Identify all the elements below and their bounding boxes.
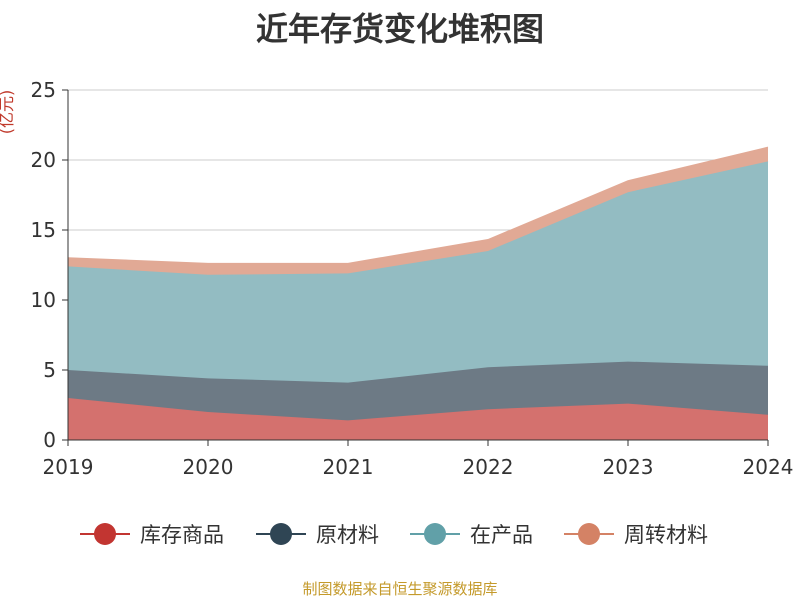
y-tick-label: 0 <box>43 428 56 452</box>
x-tick-label: 2024 <box>743 455 794 479</box>
x-tick-label: 2019 <box>43 455 94 479</box>
legend-label: 在产品 <box>470 523 533 547</box>
legend-item-2: 原材料 <box>256 523 379 547</box>
y-tick-label: 10 <box>31 288 56 312</box>
legend: 库存商品 原材料 在产品 周转材料 <box>80 523 708 547</box>
legend-marker <box>424 523 446 545</box>
area-series-4 <box>68 147 768 275</box>
y-tick-label: 15 <box>31 218 56 242</box>
chart-title: 近年存货变化堆积图 <box>255 10 544 48</box>
y-tick-label: 25 <box>31 78 56 102</box>
legend-label: 周转材料 <box>624 523 708 547</box>
area-series-2 <box>68 361 768 421</box>
area-series <box>67 146 769 440</box>
source-note: 制图数据来自恒生聚源数据库 <box>302 580 498 598</box>
x-tick-label: 2023 <box>603 455 654 479</box>
x-tick-label: 2021 <box>323 455 374 479</box>
x-tick-label: 2020 <box>183 455 234 479</box>
y-tick-label: 20 <box>31 148 56 172</box>
legend-marker <box>94 523 116 545</box>
y-tick-label: 5 <box>43 358 56 382</box>
legend-item-4: 周转材料 <box>564 523 708 547</box>
legend-label: 原材料 <box>316 523 379 547</box>
legend-marker <box>578 523 600 545</box>
legend-label: 库存商品 <box>140 523 224 547</box>
axes: 0 5 10 15 20 25 2019 2020 2021 2022 2023 2024 <box>31 78 794 479</box>
x-tick-label: 2022 <box>463 455 514 479</box>
area-series-3 <box>68 161 768 383</box>
legend-item-1: 库存商品 <box>80 523 224 547</box>
area-series-1 <box>68 398 768 440</box>
legend-item-3: 在产品 <box>410 523 533 547</box>
series-line-4 <box>67 146 769 265</box>
y-axis-unit-label: (亿元) <box>0 90 16 135</box>
legend-marker <box>270 523 292 545</box>
